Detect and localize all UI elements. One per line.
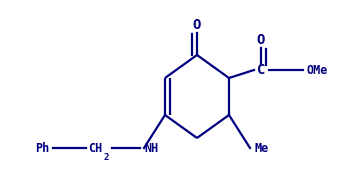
Text: C: C [257, 63, 265, 77]
Text: Me: Me [255, 141, 269, 155]
Text: Ph: Ph [35, 141, 49, 155]
Text: O: O [193, 18, 201, 32]
Text: 2: 2 [104, 153, 109, 162]
Text: CH: CH [88, 141, 102, 155]
Text: OMe: OMe [307, 64, 328, 76]
Text: NH: NH [144, 141, 158, 155]
Text: O: O [257, 33, 265, 47]
